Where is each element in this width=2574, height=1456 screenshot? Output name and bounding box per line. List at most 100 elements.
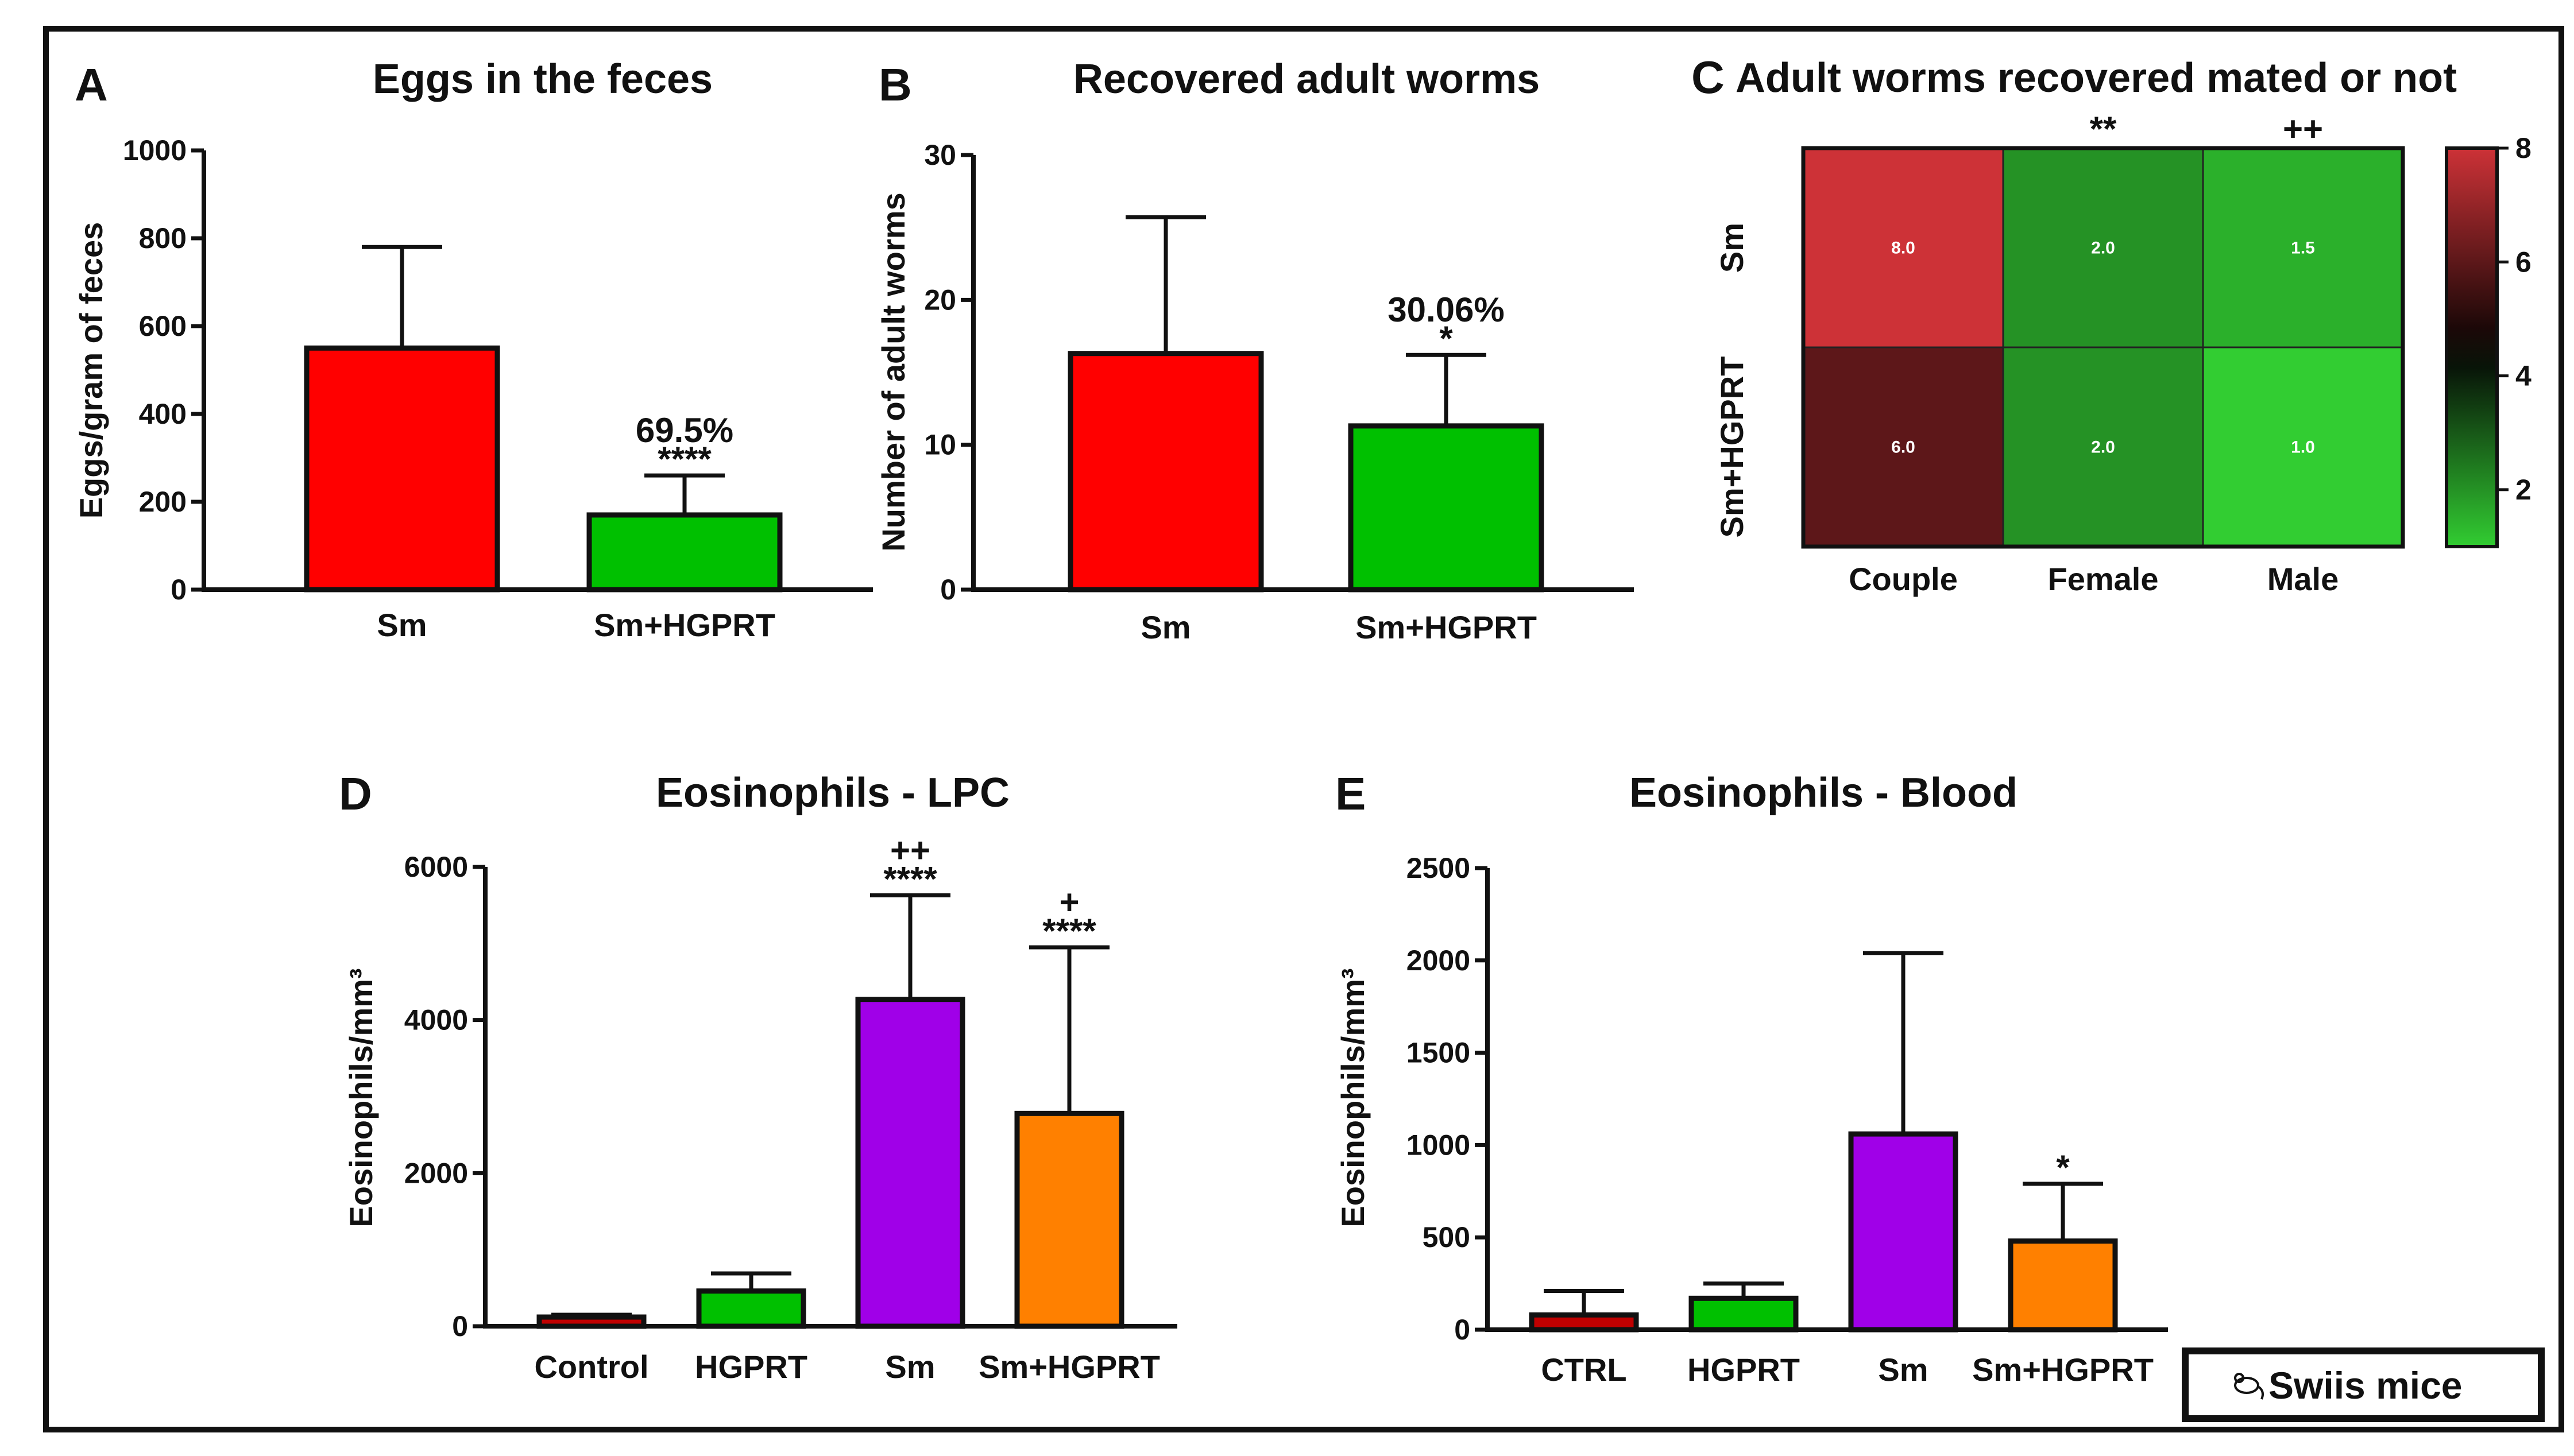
- y-tick-label: 1000: [1406, 1129, 1470, 1161]
- y-tick-label: 800: [139, 222, 187, 254]
- annotation-label: +: [1059, 883, 1079, 921]
- bar-sm-hgprt: [1014, 1110, 1124, 1329]
- y-axis-label: Eosinophils/mm³: [343, 968, 379, 1227]
- annotation-label: 30.06%: [1388, 291, 1505, 329]
- legend-label: Swiis mice: [2268, 1364, 2463, 1407]
- chart-title: Eosinophils - Blood: [1629, 770, 2018, 816]
- chart-title: Adult worms recovered mated or not: [1736, 55, 2457, 101]
- panel-a: A Eggs in the feces Eggs/gram of feces 0 200…: [73, 56, 873, 643]
- bar-sm: [855, 997, 965, 1329]
- heatmap-cell: [2002, 346, 2204, 548]
- heatmap-col-label: Female: [2048, 561, 2159, 597]
- panel-label-b: B: [879, 59, 912, 110]
- bar-sm: [1848, 1131, 1958, 1333]
- y-tick-label: 10: [924, 429, 956, 461]
- bar-sm: [1068, 351, 1264, 593]
- y-tick-label: 20: [924, 284, 956, 316]
- panel-label-e: E: [1335, 768, 1366, 819]
- heatmap-row-label: Sm: [1714, 223, 1750, 273]
- panel-label-c: C: [1691, 52, 1725, 103]
- y-tick-label: 1500: [1406, 1037, 1470, 1069]
- mouse-icon: [2234, 1373, 2264, 1400]
- y-tick-label: 200: [139, 486, 187, 518]
- annotation-label: 69.5%: [636, 411, 733, 450]
- heatmap-col-label: Couple: [1849, 561, 1958, 597]
- significance-label: *: [2056, 1148, 2070, 1187]
- heatmap-col-annotation: ++: [2283, 110, 2323, 148]
- chart-title: Eggs in the feces: [373, 56, 713, 102]
- y-axis-label: Number of adult worms: [875, 192, 911, 551]
- x-tick-label: Sm+HGPRT: [979, 1349, 1160, 1385]
- x-tick-label: Sm: [1141, 609, 1191, 645]
- x-tick-label: Sm: [885, 1349, 935, 1385]
- bar-hgprt: [1688, 1295, 1799, 1333]
- colorbar: [2445, 146, 2499, 548]
- bar-sm-hgprt: [2008, 1238, 2118, 1333]
- y-tick-label: 0: [940, 574, 956, 606]
- x-tick-label: Sm: [377, 607, 427, 643]
- significance-label: ****: [883, 859, 937, 898]
- colorbar-tick-label: 8: [2515, 132, 2532, 164]
- heatmap-row-label: Sm+HGPRT: [1714, 357, 1750, 538]
- y-axis-label: Eosinophils/mm³: [1335, 968, 1371, 1227]
- y-tick-label: 0: [171, 574, 187, 606]
- colorbar-tick-label: 4: [2515, 360, 2532, 392]
- colorbar-tick-label: 6: [2515, 246, 2532, 278]
- x-tick-label: HGPRT: [1687, 1352, 1800, 1388]
- y-tick-label: 600: [139, 310, 187, 342]
- significance-label: ****: [1042, 912, 1096, 950]
- heatmap-cell-value: 6.0: [1891, 438, 1915, 457]
- panel-e: E Eosinophils - Blood Eosinophils/mm³ 0 500 1…: [1335, 768, 2168, 1388]
- bar-sm-hgprt: [586, 512, 783, 593]
- bar-ctrl: [1529, 1312, 1639, 1333]
- legend-frame: [2182, 1347, 2545, 1422]
- bar-hgprt: [696, 1288, 806, 1329]
- panel-d: D Eosinophils - LPC Eosinophils/mm³ 0 2000 40…: [339, 768, 1177, 1385]
- heatmap-col-annotation: **: [2090, 110, 2117, 148]
- heatmap-col-label: Male: [2267, 561, 2339, 597]
- y-tick-label: 2500: [1406, 852, 1470, 884]
- significance-label: *: [1439, 319, 1453, 358]
- heatmap-cell-value: 1.5: [2291, 239, 2315, 258]
- heatmap-cell: [1802, 346, 2004, 548]
- y-tick-label: 400: [139, 398, 187, 430]
- y-axis-label: Eggs/gram of feces: [73, 222, 109, 519]
- x-tick-label: HGPRT: [695, 1349, 807, 1385]
- chart-title: Eosinophils - LPC: [656, 770, 1010, 816]
- x-tick-label: Sm+HGPRT: [594, 607, 775, 643]
- bar-sm-hgprt: [1348, 423, 1544, 593]
- colorbar-tick-label: 2: [2515, 474, 2532, 506]
- bar-sm: [304, 345, 500, 593]
- heatmap-cell: [2002, 147, 2204, 348]
- panel-b: B Recovered adult worms Number of adult wo…: [875, 56, 1634, 645]
- y-tick-label: 2000: [404, 1157, 468, 1189]
- y-tick-label: 1000: [123, 134, 187, 166]
- annotation-label: ++: [890, 831, 930, 869]
- y-tick-label: 6000: [404, 851, 468, 883]
- heatmap-cell-value: 2.0: [2091, 239, 2115, 258]
- x-tick-label: Sm: [1878, 1352, 1928, 1388]
- heatmap-cell-value: 8.0: [1891, 239, 1915, 258]
- bar-control: [536, 1314, 647, 1329]
- y-tick-label: 2000: [1406, 944, 1470, 977]
- heatmap-cell: [1802, 147, 2004, 348]
- chart-title: Recovered adult worms: [1073, 56, 1540, 102]
- y-tick-label: 0: [1454, 1314, 1470, 1346]
- y-tick-label: 500: [1423, 1221, 1470, 1253]
- y-tick-label: 30: [924, 139, 956, 171]
- y-tick-label: 4000: [404, 1004, 468, 1036]
- panel-label-a: A: [75, 59, 108, 110]
- x-tick-label: Sm+HGPRT: [1972, 1352, 2154, 1388]
- x-tick-label: CTRL: [1541, 1352, 1626, 1388]
- y-tick-label: 0: [452, 1310, 468, 1342]
- significance-label: ****: [658, 440, 712, 478]
- legend-box: Swiis mice: [2182, 1347, 2545, 1422]
- x-tick-label: Sm+HGPRT: [1355, 609, 1537, 645]
- x-tick-label: Control: [534, 1349, 648, 1385]
- panel-label-d: D: [339, 768, 372, 819]
- heatmap-cell-value: 2.0: [2091, 438, 2115, 457]
- panel-c: C Adult worms recovered mated or not Sm 8.0…: [1691, 52, 2532, 597]
- heatmap-cell-value: 1.0: [2291, 438, 2315, 457]
